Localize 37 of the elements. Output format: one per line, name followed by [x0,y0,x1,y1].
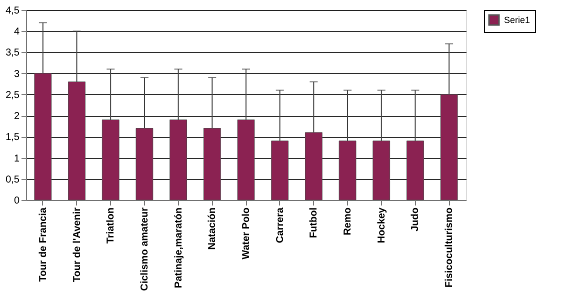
x-tick-label: Ciclismo amateur [139,207,150,291]
bar [237,120,255,200]
x-tick-label: Patinaje,maratón [173,208,184,288]
y-tick-label: 1 [14,153,20,164]
x-tick-label: Judo [410,208,422,232]
x-tick-label: Tour de l'Avenir [72,207,83,282]
y-tick-label: 0 [14,196,20,206]
y-tick-label: 4 [14,26,20,38]
bar [102,120,120,200]
bar [440,94,458,200]
x-tick-label: Natación [207,208,218,250]
bar [372,140,390,200]
y-tick-label: 1,5 [6,132,20,144]
bar [271,140,289,200]
x-tick-label: Tour de Francia [38,207,49,282]
x-tick-label: Carrera [274,207,286,244]
bar [406,140,424,200]
x-tick-label: Fisicoculturismo [444,208,456,288]
bar [203,128,221,200]
x-tick-label: Remo [342,208,354,236]
bar [68,82,86,200]
x-tick-label: Triatlon [106,208,117,244]
bar [136,128,154,200]
y-tick-label: 2 [14,111,20,122]
x-tick-label: Water Polo [241,208,252,260]
legend-label: Serie1 [504,15,530,25]
bar [338,140,356,200]
y-tick-label: 3,5 [6,48,20,59]
y-tick-label: 2,5 [6,90,20,101]
x-tick-label: Hockey [376,207,388,244]
bar [170,120,188,200]
y-tick-label: 3 [14,68,20,80]
y-tick-label: 0,5 [6,174,20,186]
y-tick-label: 4,5 [6,6,20,16]
x-tick-label: Futbol [308,207,320,238]
bar [34,73,52,200]
bar [304,132,322,200]
